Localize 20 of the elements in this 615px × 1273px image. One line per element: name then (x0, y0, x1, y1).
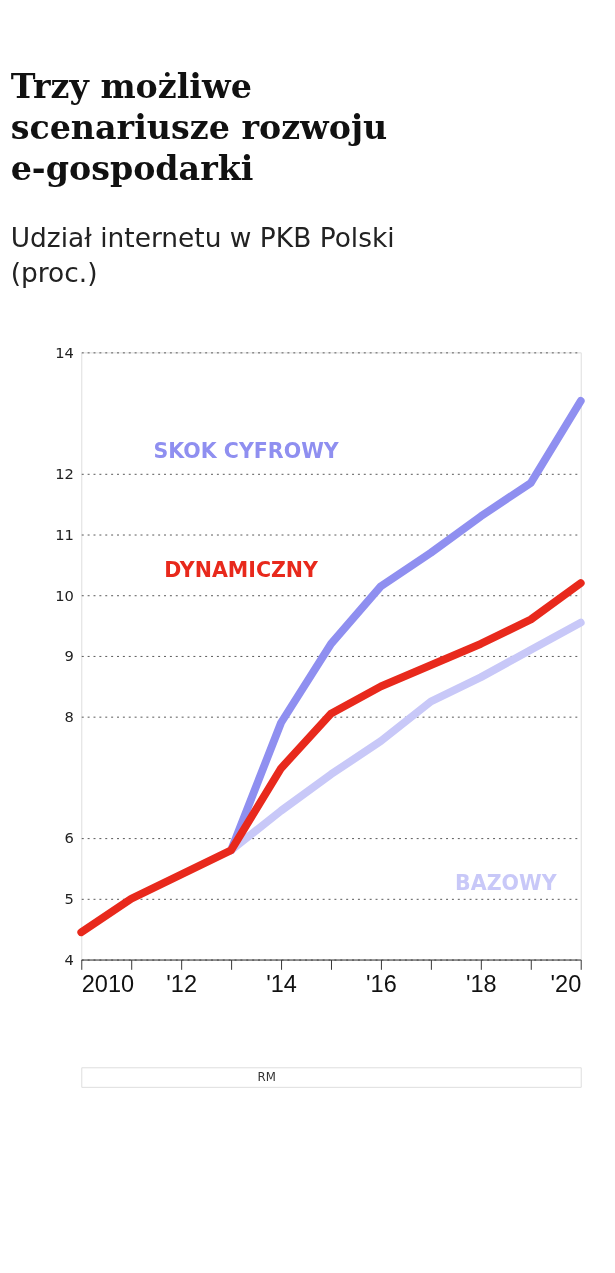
x-tick-label: '20 (550, 971, 582, 998)
y-tick-label: 11 (55, 525, 74, 543)
y-tick-label: 6 (64, 829, 74, 847)
chart-subtitle: Udział internetu w PKB Polski (proc.) (10, 221, 395, 288)
y-tick-label: 12 (55, 465, 74, 483)
y-tick-label: 14 (55, 343, 74, 361)
x-tick-label: '14 (266, 971, 297, 998)
text: SKOK CYFROWY (153, 439, 340, 464)
x-tick-label: '12 (166, 971, 197, 998)
y-tick-label: 10 (55, 586, 74, 604)
chart-title: Trzy możliwe scenariusze rozwoju e-gospodarki (10, 66, 388, 189)
x-tick-label: '18 (466, 971, 497, 998)
y-tick-label: 8 (64, 708, 74, 726)
text: RM (257, 1069, 276, 1084)
x-tick-label: '16 (366, 971, 397, 998)
y-tick-label: 4 (64, 950, 74, 968)
x-tick-label: 2010 (81, 971, 135, 998)
y-tick-label: 5 (64, 890, 74, 908)
text: DYNAMICZNY (164, 557, 320, 582)
y-tick-label: 9 (64, 647, 74, 665)
